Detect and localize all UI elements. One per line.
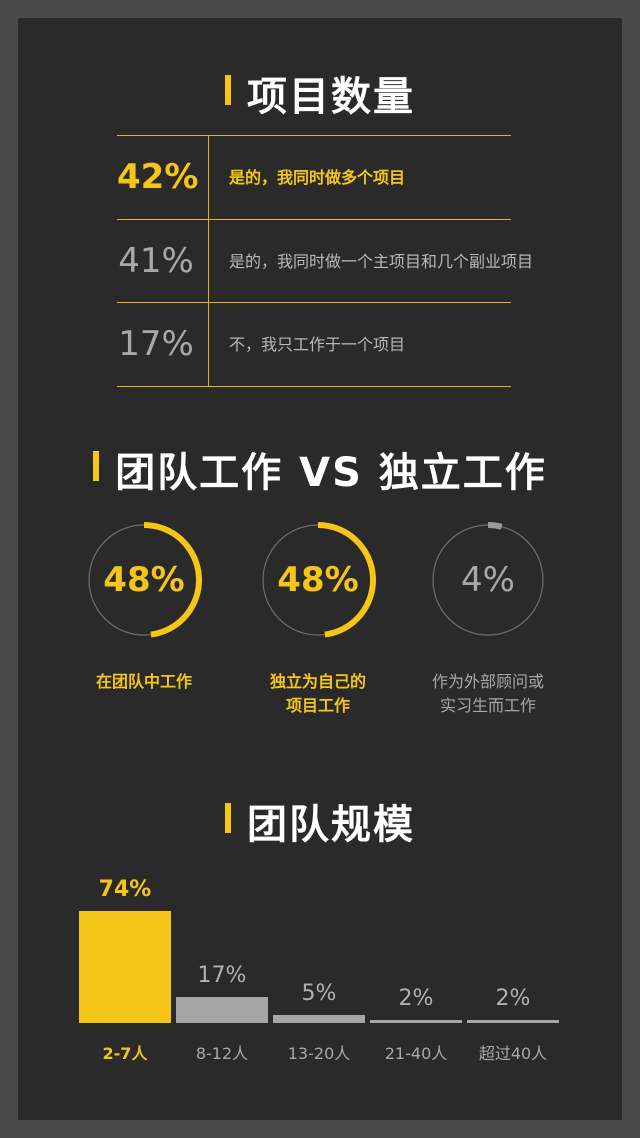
table-divider: [208, 136, 209, 386]
bar-4: [467, 1019, 559, 1023]
ring-label: 在团队中工作: [95, 672, 192, 691]
bar-value-label: 17%: [197, 963, 247, 989]
bar-category-label: 2-7人: [102, 1044, 148, 1063]
row-percent: 42%: [117, 157, 199, 197]
title-accent-bar: [93, 451, 100, 481]
ring-graphic: [432, 522, 544, 636]
project-count-table: 42% 是的，我同时做多个项目 41% 是的，我同时做一个主项目和几个副业项目 …: [117, 135, 533, 387]
ring-percent: 48%: [103, 560, 185, 600]
bar-category-label: 8-12人: [195, 1044, 249, 1063]
ring-external: 4%: [428, 520, 548, 640]
bar-2: [273, 1015, 365, 1023]
section-title-projects: 项目数量: [18, 64, 622, 122]
ring-independent: 48%: [258, 520, 378, 640]
bar-0: [79, 911, 171, 1023]
row-description: 是的，我同时做多个项目: [229, 168, 406, 187]
ring-graphic: [262, 522, 376, 638]
ring-percent: 48%: [277, 560, 359, 600]
bar-value-label: 74%: [98, 877, 152, 902]
ring-arc: [317, 522, 376, 638]
row-percent: 41%: [118, 241, 194, 281]
bar-value-label: 2%: [398, 985, 434, 1011]
ring-arc: [143, 522, 202, 638]
ring-team: 48%: [84, 520, 204, 640]
row-description: 不，我只工作于一个项目: [229, 335, 406, 354]
infographic-card: 项目数量 42% 是的，我同时做多个项目 41% 是的，我同时做一个主项目和几个…: [18, 18, 622, 1120]
bar-category-label: 超过40人: [478, 1044, 548, 1063]
table-row: 42% 是的，我同时做多个项目: [117, 136, 511, 219]
ring-label: 作为外部顾问或 实习生而工作: [431, 672, 544, 715]
ring-label: 独立为自己的 项目工作: [269, 672, 366, 715]
row-percent: 17%: [118, 324, 194, 364]
row-description: 是的，我同时做一个主项目和几个副业项目: [229, 252, 534, 271]
section-title-work-mode: 团队工作 VS 独立工作: [18, 440, 622, 498]
table-row: 17% 不，我只工作于一个项目: [117, 302, 511, 386]
bar-3: [370, 1019, 462, 1023]
table-row: 41% 是的，我同时做一个主项目和几个副业项目: [117, 219, 533, 303]
title-accent-bar: [225, 803, 231, 833]
section-title-team-size: 团队规模: [18, 792, 622, 850]
ring-arc: [487, 522, 503, 530]
bar-value-label: 5%: [301, 981, 337, 1007]
ring-graphic: [88, 522, 202, 638]
bar-value-label: 2%: [495, 985, 531, 1011]
bar-category-label: 21-40人: [384, 1044, 448, 1063]
bar-1: [176, 997, 268, 1023]
title-accent-bar: [225, 75, 231, 105]
bar-category-label: 13-20人: [287, 1044, 351, 1063]
ring-percent: 4%: [461, 560, 515, 600]
